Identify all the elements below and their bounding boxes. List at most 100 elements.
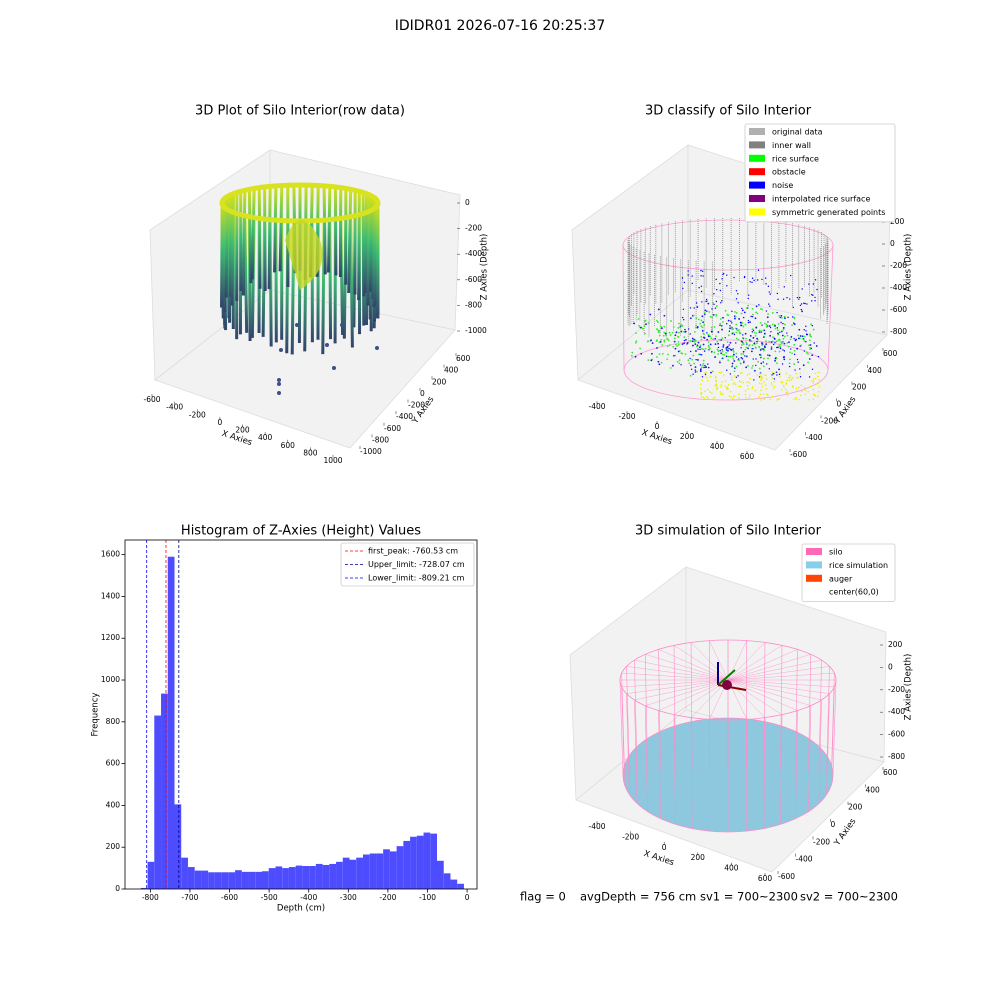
decoration bbox=[727, 383, 730, 386]
decoration bbox=[794, 369, 796, 371]
decoration bbox=[729, 390, 732, 393]
decoration bbox=[785, 383, 788, 385]
decoration bbox=[783, 342, 786, 345]
decoration bbox=[778, 345, 781, 347]
decoration bbox=[783, 286, 785, 288]
chart-title: 3D classify of Silo Interior bbox=[645, 104, 812, 119]
decoration bbox=[832, 679, 837, 776]
decoration bbox=[715, 335, 717, 338]
decoration bbox=[278, 185, 284, 272]
decoration bbox=[745, 307, 748, 310]
decoration bbox=[763, 398, 766, 401]
decoration bbox=[799, 376, 802, 378]
tick-label: 600 bbox=[883, 768, 898, 777]
decoration bbox=[726, 274, 728, 276]
decoration bbox=[773, 385, 776, 388]
decoration bbox=[711, 370, 714, 373]
decoration bbox=[765, 277, 767, 279]
decoration bbox=[715, 300, 718, 303]
decoration bbox=[745, 366, 748, 369]
decoration bbox=[747, 388, 749, 390]
decoration bbox=[758, 367, 761, 370]
decoration bbox=[661, 344, 664, 346]
bar bbox=[443, 873, 451, 889]
decoration bbox=[797, 377, 799, 379]
decoration bbox=[799, 394, 802, 397]
decoration bbox=[322, 185, 327, 275]
decoration bbox=[736, 329, 739, 332]
decoration bbox=[721, 353, 724, 356]
decoration bbox=[818, 385, 821, 388]
decoration bbox=[657, 360, 660, 363]
decoration bbox=[812, 388, 815, 391]
decoration bbox=[700, 392, 703, 394]
decoration bbox=[701, 315, 704, 318]
decoration bbox=[808, 339, 811, 342]
decoration bbox=[799, 368, 801, 370]
decoration bbox=[748, 382, 751, 384]
decoration bbox=[826, 693, 830, 795]
decoration bbox=[780, 340, 782, 343]
decoration bbox=[752, 358, 754, 360]
decoration bbox=[700, 354, 703, 356]
decoration bbox=[773, 337, 776, 340]
decoration bbox=[778, 373, 781, 376]
decoration bbox=[725, 351, 728, 354]
decoration bbox=[673, 337, 676, 340]
decoration bbox=[809, 333, 811, 335]
decoration bbox=[745, 341, 748, 344]
decoration bbox=[717, 346, 720, 349]
decoration bbox=[644, 654, 648, 772]
decoration bbox=[714, 307, 717, 309]
decoration bbox=[790, 336, 793, 338]
decoration bbox=[646, 340, 649, 343]
decoration bbox=[738, 385, 740, 388]
decoration bbox=[793, 322, 795, 324]
decoration bbox=[781, 363, 784, 365]
decoration bbox=[744, 393, 747, 396]
decoration bbox=[804, 389, 807, 392]
decoration bbox=[332, 366, 336, 370]
decoration bbox=[712, 302, 715, 304]
axis-label: Z Axies (Depth) bbox=[904, 234, 914, 301]
decoration bbox=[273, 185, 278, 273]
decoration bbox=[709, 335, 711, 338]
decoration bbox=[719, 350, 721, 352]
decoration bbox=[732, 358, 735, 360]
decoration bbox=[687, 274, 689, 276]
decoration bbox=[776, 329, 779, 332]
x-tick-label: -400 bbox=[300, 893, 317, 902]
decoration bbox=[742, 350, 745, 353]
decoration bbox=[735, 365, 738, 368]
decoration bbox=[771, 377, 773, 379]
tick-label: -400 bbox=[796, 855, 813, 864]
decoration bbox=[809, 344, 812, 346]
decoration bbox=[740, 312, 743, 315]
decoration bbox=[749, 339, 751, 341]
decoration bbox=[734, 383, 737, 386]
tick-label: -200 bbox=[821, 416, 838, 425]
decoration bbox=[677, 343, 680, 346]
decoration bbox=[760, 399, 762, 401]
decoration bbox=[762, 361, 765, 363]
decoration bbox=[361, 192, 366, 297]
decoration bbox=[818, 659, 822, 773]
decoration bbox=[726, 346, 729, 349]
decoration bbox=[755, 311, 757, 314]
y-tick-label: 1400 bbox=[101, 591, 120, 600]
decoration bbox=[752, 313, 754, 316]
tick-label: 800 bbox=[303, 448, 318, 457]
decoration bbox=[795, 372, 798, 375]
decoration bbox=[730, 376, 733, 379]
decoration bbox=[699, 348, 701, 351]
decoration bbox=[649, 313, 652, 316]
tick-label: -600 bbox=[143, 395, 160, 404]
tick-label: 200 bbox=[235, 426, 250, 435]
decoration bbox=[705, 366, 708, 368]
decoration bbox=[735, 342, 737, 344]
decoration bbox=[740, 324, 743, 327]
decoration bbox=[816, 288, 818, 291]
bar bbox=[275, 866, 283, 889]
decoration bbox=[707, 396, 709, 399]
decoration bbox=[732, 397, 734, 400]
